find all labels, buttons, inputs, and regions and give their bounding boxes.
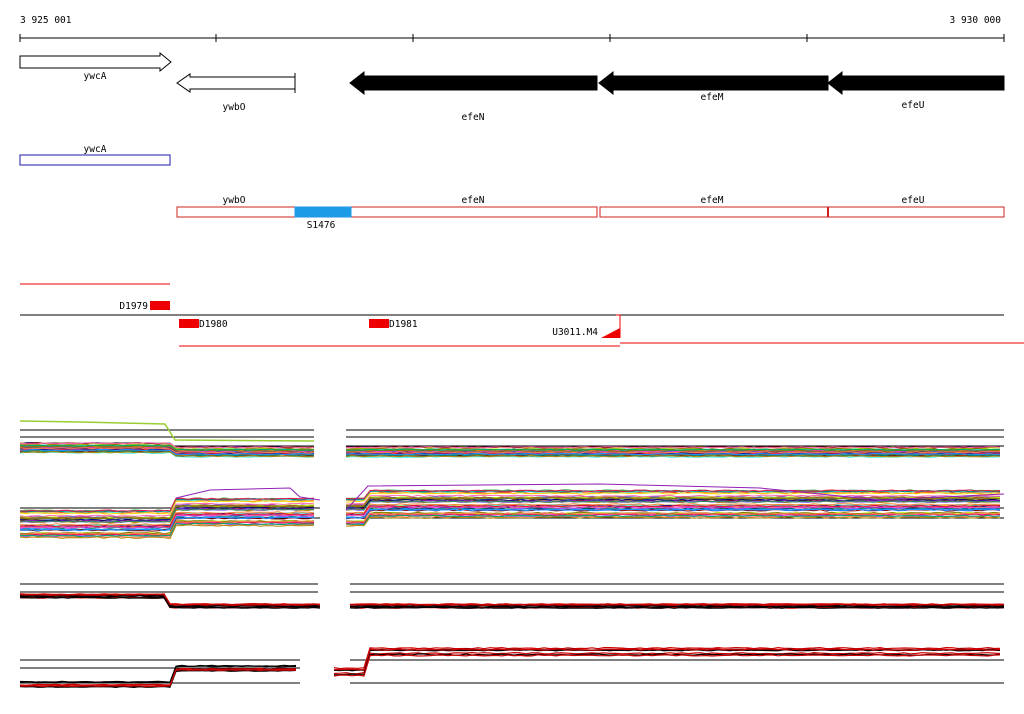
d1980-marker[interactable] bbox=[179, 319, 199, 328]
gene-efeU-arrow[interactable] bbox=[827, 70, 1005, 96]
expression-profile-line bbox=[19, 522, 314, 538]
expression-profile-line bbox=[19, 502, 315, 518]
expression-profile-line bbox=[334, 648, 1001, 671]
expression-profile-line bbox=[19, 520, 315, 535]
expression-profile-line bbox=[345, 455, 1001, 458]
expression-profile-line bbox=[19, 442, 315, 449]
coordinate-ruler: 3 925 001 3 930 000 bbox=[19, 15, 1005, 42]
expression-profile-line bbox=[19, 596, 321, 609]
expression-profile-line bbox=[19, 447, 315, 454]
expression-panel-4 bbox=[19, 646, 1004, 689]
expression-profile-line bbox=[345, 451, 1001, 454]
expression-profile-line bbox=[345, 497, 1001, 508]
expression-profile-line bbox=[19, 420, 315, 442]
efeN-box-label: efeN bbox=[462, 195, 485, 206]
expression-profile-line bbox=[19, 444, 315, 451]
expression-profile-line bbox=[345, 500, 1001, 511]
expression-profile-line bbox=[345, 447, 1001, 451]
expression-profile-line bbox=[345, 503, 1001, 514]
ywbO-efeN-box[interactable] bbox=[176, 206, 598, 218]
gene-ywcA-label: ywcA bbox=[84, 71, 107, 82]
expression-profile-line bbox=[19, 500, 315, 515]
gene-efeN-arrow[interactable] bbox=[349, 70, 598, 96]
expression-profile-line bbox=[349, 605, 1005, 608]
expression-profile-line bbox=[345, 494, 1001, 505]
ruler-start-label: 3 925 001 bbox=[20, 15, 72, 26]
expression-profile-line bbox=[345, 489, 1001, 500]
transcript-track: ywbO efeN efeM efeU S1476 bbox=[176, 195, 1005, 231]
expression-profile-line bbox=[333, 646, 1001, 670]
expression-profile-line bbox=[19, 516, 315, 532]
s1476-region[interactable] bbox=[294, 206, 352, 218]
gene-efeM-label: efeM bbox=[701, 92, 724, 103]
expression-profile-line bbox=[19, 519, 315, 535]
efeM-box-label: efeM bbox=[701, 195, 724, 206]
expression-profile-line bbox=[19, 512, 315, 528]
expression-profile-line bbox=[345, 504, 1001, 516]
ywcA-box-label: ywcA bbox=[84, 144, 107, 155]
d1981-marker[interactable] bbox=[369, 319, 389, 328]
expression-profile-line bbox=[345, 512, 1001, 523]
ruler-ticks bbox=[19, 34, 1005, 42]
expression-profile-line bbox=[345, 511, 1001, 523]
expression-profile-line bbox=[19, 665, 297, 684]
marker-track: D1979 D1980 D1981 U3011.M4 bbox=[20, 283, 1024, 347]
expression-profile-line bbox=[19, 445, 315, 453]
expression-profile-line bbox=[19, 667, 297, 686]
expression-profile-line bbox=[350, 603, 1005, 607]
expression-profile-line bbox=[19, 668, 297, 687]
expression-panel-3 bbox=[19, 583, 1005, 609]
expression-profile-line bbox=[19, 448, 315, 456]
expression-profile-line bbox=[20, 506, 315, 522]
u3011-bracket bbox=[616, 314, 621, 338]
d1979-label: D1979 bbox=[119, 301, 148, 312]
expression-profile-line bbox=[19, 498, 315, 514]
expression-panel-1 bbox=[19, 420, 1004, 458]
expression-profile-line bbox=[346, 448, 1000, 451]
d1981-label: D1981 bbox=[389, 319, 418, 330]
ywcA-box[interactable] bbox=[19, 154, 171, 166]
ruler-end-label: 3 930 000 bbox=[950, 15, 1002, 26]
expression-profile-line bbox=[19, 497, 315, 512]
d1980-label: D1980 bbox=[199, 319, 228, 330]
expression-profile-line bbox=[175, 487, 321, 501]
expression-profile-line bbox=[349, 606, 1005, 609]
ywcA-transcript: ywcA bbox=[19, 144, 171, 166]
s1476-label: S1476 bbox=[307, 220, 336, 231]
expression-profile-line bbox=[20, 668, 297, 688]
expression-profile-line bbox=[19, 524, 315, 539]
gene-efeU-label: efeU bbox=[902, 100, 925, 111]
expression-profile-line bbox=[19, 451, 315, 458]
expression-profile-line bbox=[345, 492, 1001, 503]
d1979-marker[interactable] bbox=[150, 301, 170, 310]
efeM-efeU-box[interactable] bbox=[599, 206, 1005, 218]
u3011-marker[interactable] bbox=[601, 328, 620, 338]
expression-profile-line bbox=[345, 483, 1005, 511]
expression-profile-line bbox=[345, 446, 1001, 449]
gene-ywbO-arrow[interactable] bbox=[176, 73, 296, 93]
expression-profile-line bbox=[19, 593, 321, 606]
gene-ywcA-arrow[interactable] bbox=[19, 51, 172, 73]
gene-track: ywcA ywbO efeN efeM efeU bbox=[19, 51, 1005, 123]
expression-profile-line bbox=[345, 516, 1001, 527]
expression-profile-line bbox=[333, 653, 1001, 676]
expression-profile-line bbox=[333, 654, 1001, 677]
expression-profile-line bbox=[19, 505, 315, 520]
expression-profile-line bbox=[345, 453, 1001, 456]
gene-efeN-label: efeN bbox=[462, 112, 485, 123]
expression-profile-line bbox=[345, 508, 1001, 519]
gene-ywbO-label: ywbO bbox=[223, 102, 246, 113]
expression-profile-line bbox=[19, 595, 321, 608]
gene-efeM-arrow[interactable] bbox=[598, 70, 829, 96]
expression-profile-line bbox=[19, 511, 315, 526]
u3011-label: U3011.M4 bbox=[552, 327, 598, 338]
expression-panel-2 bbox=[19, 483, 1005, 539]
efeU-box-label: efeU bbox=[902, 195, 925, 206]
expression-profile-line bbox=[345, 507, 1001, 519]
expression-profile-line bbox=[345, 452, 1001, 456]
expression-profile-line bbox=[345, 514, 1001, 526]
ywbO-box-label: ywbO bbox=[223, 195, 246, 206]
expression-profile-line bbox=[19, 508, 315, 523]
